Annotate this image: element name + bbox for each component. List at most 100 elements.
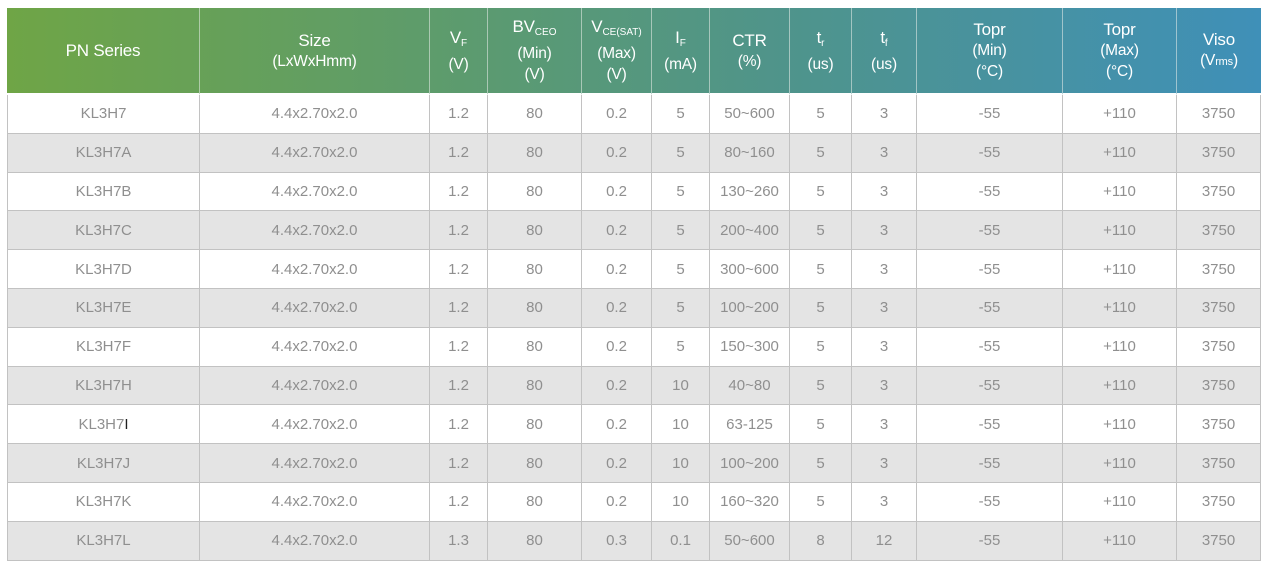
- cell-value: 5: [790, 250, 852, 289]
- cell-value: 4.4x2.70x2.0: [200, 95, 430, 134]
- cell-value: -55: [917, 366, 1063, 406]
- cell-value: 3750: [1177, 288, 1261, 328]
- cell-value: 4.4x2.70x2.0: [200, 366, 430, 406]
- col-label: Topr: [973, 20, 1006, 39]
- cell-value: 3750: [1177, 133, 1261, 173]
- cell-value: 3: [852, 444, 917, 483]
- col-label: Viso: [1203, 29, 1235, 49]
- cell-value: 3: [852, 95, 917, 134]
- col-unit: (LxWxHmm): [272, 52, 357, 70]
- cell-value: +110: [1063, 172, 1177, 212]
- cell-value: 5: [790, 405, 852, 445]
- cell-value: 3750: [1177, 95, 1261, 134]
- cell-value: +110: [1063, 444, 1177, 483]
- col-unit: (°C): [1106, 63, 1133, 80]
- cell-value: 0.2: [582, 133, 652, 173]
- table-row: KL3H7J 4.4x2.70x2.0 1.2 80 0.2 10 100~200 5 3 -55…: [7, 444, 1261, 483]
- cell-value: 1.2: [430, 95, 488, 134]
- cell-value: 5: [652, 133, 710, 173]
- cell-value: 5: [790, 288, 852, 328]
- cell-value: 5: [790, 482, 852, 522]
- col-header-bvceo: BVCEO (Min) (V): [488, 8, 582, 95]
- table-row: KL3H7D 4.4x2.70x2.0 1.2 80 0.2 5 300~600 5 3 -55 +…: [7, 250, 1261, 289]
- cell-value: 0.2: [582, 172, 652, 212]
- cell-value: 4.4x2.70x2.0: [200, 172, 430, 212]
- col-header-size: Size (LxWxHmm): [200, 8, 430, 95]
- col-unit: (Min): [517, 45, 552, 62]
- cell-value: 5: [790, 133, 852, 173]
- col-unit: (Max): [597, 45, 636, 62]
- col-header-ctr: CTR (%): [710, 8, 790, 95]
- col-header-pn-series: PN Series: [7, 8, 200, 95]
- cell-value: 200~400: [710, 211, 790, 251]
- col-label: VCE(SAT): [591, 17, 642, 38]
- cell-value: 1.2: [430, 211, 488, 251]
- cell-value: 1.2: [430, 482, 488, 522]
- col-unit: (V): [606, 66, 627, 83]
- cell-value: 4.4x2.70x2.0: [200, 250, 430, 289]
- table-row: KL3H7I 4.4x2.70x2.0 1.2 80 0.2 10 63-125 5 3 -55 +…: [7, 405, 1261, 445]
- table-body: KL3H7 4.4x2.70x2.0 1.2 80 0.2 5 50~600 5 3 -55 +11…: [7, 95, 1261, 561]
- cell-value: 3: [852, 133, 917, 173]
- cell-value: 3750: [1177, 172, 1261, 212]
- cell-value: -55: [917, 172, 1063, 212]
- cell-value: 4.4x2.70x2.0: [200, 327, 430, 367]
- cell-value: 4.4x2.70x2.0: [200, 521, 430, 561]
- table-row: KL3H7K 4.4x2.70x2.0 1.2 80 0.2 10 160~320 5 3 -55…: [7, 482, 1261, 522]
- spec-table-container: PN Series Size (LxWxHmm) VF (V) BVCEO (M…: [7, 8, 1261, 561]
- cell-value: 0.2: [582, 327, 652, 367]
- cell-value: 3: [852, 327, 917, 367]
- cell-value: 160~320: [710, 482, 790, 522]
- cell-value: -55: [917, 327, 1063, 367]
- cell-value: +110: [1063, 327, 1177, 367]
- cell-value: 3750: [1177, 211, 1261, 251]
- col-label: CTR: [732, 30, 767, 50]
- cell-pn-series: KL3H7A: [7, 133, 200, 173]
- col-header-vcesat: VCE(SAT) (Max) (V): [582, 8, 652, 95]
- cell-value: 40~80: [710, 366, 790, 406]
- cell-value: -55: [917, 521, 1063, 561]
- table-row: KL3H7H 4.4x2.70x2.0 1.2 80 0.2 10 40~80 5 3 -55 +1…: [7, 366, 1261, 406]
- cell-value: 80~160: [710, 133, 790, 173]
- col-header-if: IF (mA): [652, 8, 710, 95]
- cell-pn-series: KL3H7K: [7, 482, 200, 522]
- cell-pn-series: KL3H7F: [7, 327, 200, 367]
- cell-value: 3750: [1177, 482, 1261, 522]
- cell-pn-series: KL3H7D: [7, 250, 200, 289]
- cell-value: 80: [488, 405, 582, 445]
- cell-value: -55: [917, 133, 1063, 173]
- cell-value: 1.2: [430, 405, 488, 445]
- cell-value: 4.4x2.70x2.0: [200, 405, 430, 445]
- col-label: tr: [816, 27, 825, 49]
- cell-value: 5: [790, 172, 852, 212]
- cell-pn-series: KL3H7H: [7, 366, 200, 406]
- cell-value: 80: [488, 288, 582, 328]
- table-row: KL3H7A 4.4x2.70x2.0 1.2 80 0.2 5 80~160 5 3 -55 +1…: [7, 133, 1261, 173]
- col-label: Size: [298, 30, 331, 50]
- spec-table: PN Series Size (LxWxHmm) VF (V) BVCEO (M…: [7, 8, 1261, 561]
- cell-value: 80: [488, 327, 582, 367]
- cell-value: 4.4x2.70x2.0: [200, 482, 430, 522]
- cell-value: 50~600: [710, 521, 790, 561]
- pn-dark-suffix: I: [124, 415, 129, 433]
- cell-value: 3: [852, 250, 917, 289]
- cell-value: 12: [852, 521, 917, 561]
- cell-value: 10: [652, 366, 710, 406]
- cell-pn-series: KL3H7E: [7, 288, 200, 328]
- col-header-vf: VF (V): [430, 8, 488, 95]
- cell-value: 0.2: [582, 95, 652, 134]
- cell-value: 3750: [1177, 366, 1261, 406]
- cell-value: 5: [652, 250, 710, 289]
- cell-pn-series: KL3H7J: [7, 444, 200, 483]
- cell-value: 3750: [1177, 250, 1261, 289]
- cell-value: 50~600: [710, 95, 790, 134]
- cell-value: +110: [1063, 133, 1177, 173]
- table-row: KL3H7F 4.4x2.70x2.0 1.2 80 0.2 5 150~300 5 3 -55 +…: [7, 327, 1261, 367]
- col-unit: (°C): [976, 63, 1003, 80]
- cell-value: 80: [488, 482, 582, 522]
- cell-value: 0.2: [582, 482, 652, 522]
- cell-value: 3750: [1177, 327, 1261, 367]
- cell-value: 80: [488, 133, 582, 173]
- cell-value: 1.2: [430, 250, 488, 289]
- cell-value: 100~200: [710, 444, 790, 483]
